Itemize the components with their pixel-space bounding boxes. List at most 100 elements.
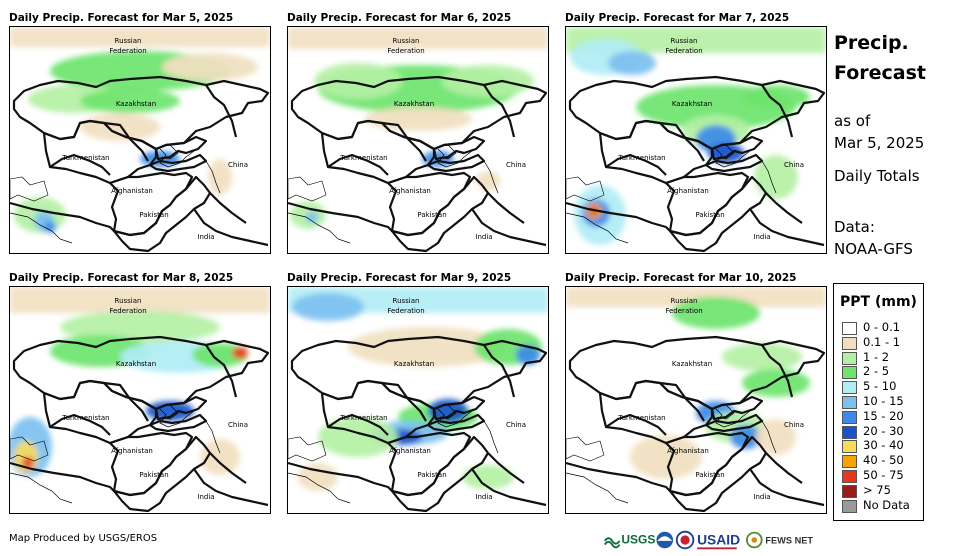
country-boundary bbox=[761, 344, 794, 398]
minor-boundary bbox=[10, 472, 73, 504]
country-boundary bbox=[598, 119, 714, 185]
label-russia: Russian bbox=[671, 37, 698, 45]
legend-swatch bbox=[842, 440, 857, 454]
legend-swatch bbox=[842, 351, 857, 365]
map-svg: Russian Federation Kazakhstan Turkmenistan C… bbox=[566, 287, 826, 513]
precip-patch bbox=[608, 51, 656, 75]
minor-boundary bbox=[205, 420, 221, 454]
country-boundary bbox=[765, 452, 803, 484]
country-boundary bbox=[765, 192, 803, 224]
label-federation: Federation bbox=[665, 47, 702, 55]
precip-patch bbox=[44, 221, 56, 233]
precip-patch bbox=[232, 347, 248, 359]
label-india: India bbox=[197, 233, 214, 241]
label-afghanistan: Afghanistan bbox=[667, 447, 709, 455]
country-boundary bbox=[381, 121, 427, 162]
label-turkmenistan: Turkmenistan bbox=[61, 154, 109, 162]
minor-boundary bbox=[566, 212, 629, 244]
label-russia: Russian bbox=[671, 297, 698, 305]
minor-boundary bbox=[437, 408, 473, 428]
usgs-logo: USGS bbox=[604, 533, 655, 549]
coastline bbox=[566, 436, 605, 462]
label-afghanistan: Afghanistan bbox=[667, 187, 709, 195]
legend-label: 0.1 - 1 bbox=[863, 334, 901, 349]
precip-patch bbox=[208, 159, 232, 195]
precip-patch bbox=[192, 343, 248, 367]
label-pakistan: Pakistan bbox=[417, 211, 446, 219]
country-boundary bbox=[487, 192, 525, 224]
label-india: India bbox=[753, 493, 770, 501]
credit-text: Map Produced by USGS/EROS bbox=[9, 533, 158, 544]
label-kazakhstan: Kazakhstan bbox=[116, 100, 156, 108]
label-china: China bbox=[506, 161, 526, 169]
fewsnet-logo-text: FEWS NET bbox=[765, 536, 813, 546]
country-boundary bbox=[704, 413, 764, 433]
panel-title-mar9: Daily Precip. Forecast for Mar 9, 2025 bbox=[287, 272, 512, 284]
precip-patch bbox=[200, 439, 240, 475]
usgs-logo-text: USGS bbox=[621, 533, 655, 547]
minor-boundary bbox=[288, 472, 351, 504]
label-pakistan: Pakistan bbox=[695, 211, 724, 219]
side-title-line1: Precip. bbox=[834, 32, 909, 54]
minor-boundary bbox=[205, 160, 221, 194]
precip-patch bbox=[80, 113, 160, 141]
legend-swatch bbox=[842, 410, 857, 424]
country-boundary bbox=[42, 119, 158, 185]
precip-patch bbox=[162, 53, 258, 81]
legend-label: 10 - 15 bbox=[863, 394, 904, 408]
panel-title-mar5: Daily Precip. Forecast for Mar 5, 2025 bbox=[9, 12, 234, 24]
label-india: India bbox=[753, 233, 770, 241]
label-kazakhstan: Kazakhstan bbox=[672, 100, 712, 108]
precip-patch bbox=[80, 89, 180, 113]
data-source-label: Data: bbox=[834, 218, 875, 236]
label-india: India bbox=[475, 493, 492, 501]
country-boundary bbox=[42, 379, 158, 445]
legend-title: PPT (mm) bbox=[840, 294, 917, 310]
daily-totals-label: Daily Totals bbox=[834, 167, 920, 185]
data-source-name: NOAA-GFS bbox=[834, 240, 913, 258]
label-kazakhstan: Kazakhstan bbox=[394, 100, 434, 108]
legend-swatch bbox=[842, 455, 857, 469]
panel-title-mar8: Daily Precip. Forecast for Mar 8, 2025 bbox=[9, 272, 234, 284]
minor-boundary bbox=[566, 472, 629, 504]
country-boundary bbox=[426, 413, 486, 433]
map-panel-mar8: Russian Federation Kazakhstan Turkmenistan C… bbox=[9, 286, 271, 514]
precip-patch bbox=[10, 287, 270, 313]
country-boundary bbox=[749, 468, 825, 507]
country-boundary bbox=[471, 468, 547, 507]
panel-title-mar6: Daily Precip. Forecast for Mar 6, 2025 bbox=[287, 12, 512, 24]
precip-layer bbox=[10, 287, 270, 477]
as-of-block: as of Mar 5, 2025 bbox=[834, 110, 924, 154]
country-boundary bbox=[704, 153, 764, 173]
country-boundary bbox=[327, 413, 389, 436]
precip-patch bbox=[306, 211, 318, 223]
label-afghanistan: Afghanistan bbox=[389, 447, 431, 455]
precip-layer bbox=[288, 27, 548, 229]
country-boundary bbox=[710, 395, 764, 421]
noaa-logo bbox=[656, 531, 674, 549]
label-federation: Federation bbox=[109, 47, 146, 55]
side-title: Precip. Forecast bbox=[834, 28, 926, 88]
precip-patch bbox=[730, 425, 762, 449]
map-svg: Russian Federation Kazakhstan Turkmenistan C… bbox=[10, 287, 270, 513]
label-china: China bbox=[228, 161, 248, 169]
country-boundary bbox=[154, 395, 208, 421]
coastline bbox=[566, 176, 605, 202]
minor-boundary bbox=[159, 408, 195, 428]
legend-swatch bbox=[842, 336, 857, 350]
country-boundary bbox=[205, 84, 238, 138]
precip-patch bbox=[292, 293, 364, 321]
precip-patch bbox=[462, 465, 514, 489]
label-china: China bbox=[228, 421, 248, 429]
country-boundary bbox=[209, 452, 247, 484]
country-boundary bbox=[209, 192, 247, 224]
label-kazakhstan: Kazakhstan bbox=[672, 360, 712, 368]
minor-boundary bbox=[10, 212, 73, 244]
precip-patch bbox=[516, 345, 540, 365]
country-boundary bbox=[381, 381, 427, 422]
map-svg: Russian Federation Kazakhstan Turkmenistan C… bbox=[10, 27, 270, 253]
country-boundary bbox=[426, 153, 486, 173]
country-boundary bbox=[320, 119, 436, 185]
legend-swatch bbox=[842, 499, 857, 513]
